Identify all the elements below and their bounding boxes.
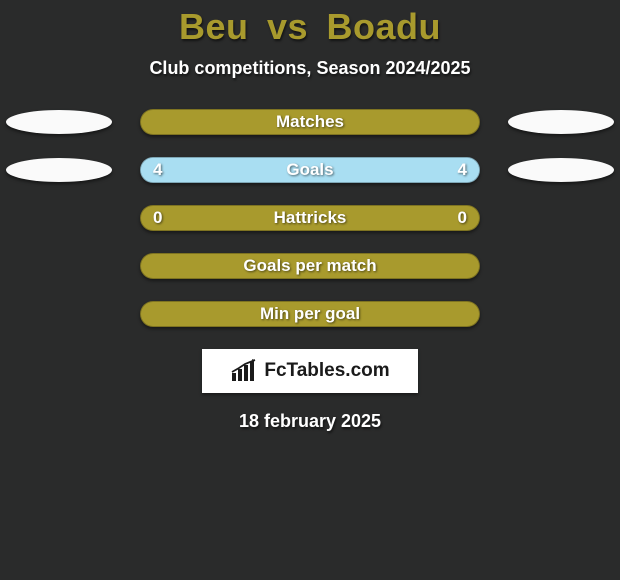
page-title: Beu vs Boadu — [0, 6, 620, 48]
stat-row: Min per goal — [0, 301, 620, 327]
value-ellipse-right — [508, 158, 614, 182]
date-label: 18 february 2025 — [0, 411, 620, 432]
stat-row: Goals per match — [0, 253, 620, 279]
stat-bar: Matches — [140, 109, 480, 135]
stat-row: 0 0 Hattricks — [0, 205, 620, 231]
vs-label: vs — [267, 6, 308, 47]
player1-name: Beu — [179, 6, 249, 47]
stat-rows: Matches 44Goals 0 0 Hattricks Goals per match… — [0, 109, 620, 327]
stat-label: Goals per match — [243, 256, 376, 276]
value-ellipse-left — [6, 110, 112, 134]
stat-right-value: 0 — [458, 208, 467, 228]
value-ellipse-right — [508, 110, 614, 134]
stat-row: Matches — [0, 109, 620, 135]
bar-fill-left — [141, 158, 310, 182]
site-logo-text: FcTables.com — [264, 360, 389, 382]
stat-label: Min per goal — [260, 304, 360, 324]
stat-row: 44Goals — [0, 157, 620, 183]
bar-fill-right — [310, 158, 479, 182]
stat-left-value: 0 — [153, 208, 162, 228]
stat-bar: Goals per match — [140, 253, 480, 279]
barchart-icon — [230, 359, 258, 383]
stat-label: Hattricks — [274, 208, 347, 228]
stat-bar: 44Goals — [140, 157, 480, 183]
site-logo-badge: FcTables.com — [202, 349, 418, 393]
subtitle: Club competitions, Season 2024/2025 — [0, 58, 620, 79]
player2-name: Boadu — [327, 6, 442, 47]
h2h-infographic: Beu vs Boadu Club competitions, Season 2… — [0, 0, 620, 580]
stat-bar: Min per goal — [140, 301, 480, 327]
stat-label: Matches — [276, 112, 344, 132]
value-ellipse-left — [6, 158, 112, 182]
stat-bar: 0 0 Hattricks — [140, 205, 480, 231]
